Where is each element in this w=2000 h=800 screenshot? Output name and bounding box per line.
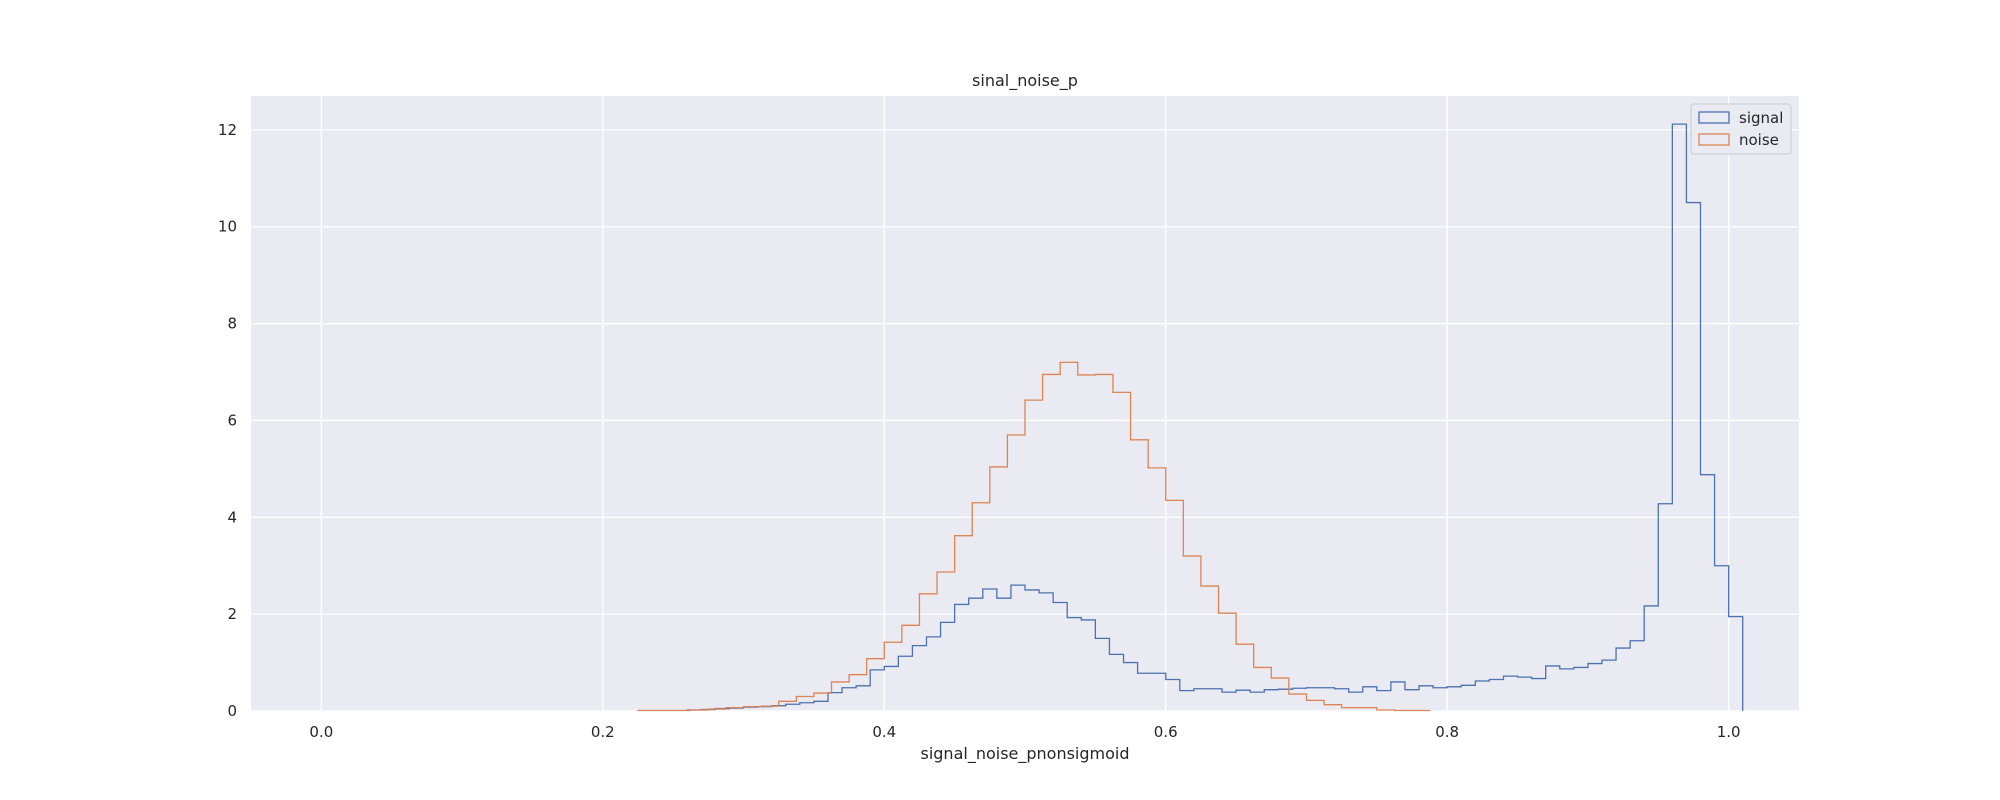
y-tick-label: 6	[227, 411, 237, 429]
x-tick-label: 0.6	[1154, 723, 1178, 741]
y-tick-label: 2	[227, 605, 237, 623]
y-tick-label: 8	[227, 315, 237, 333]
x-axis-label: signal_noise_pnonsigmoid	[920, 744, 1129, 764]
x-tick-label: 0.8	[1435, 723, 1459, 741]
series-layer	[637, 123, 1744, 712]
legend-label-signal: signal	[1739, 109, 1783, 127]
legend-swatch-signal	[1698, 111, 1730, 124]
x-tick-label: 0.4	[872, 723, 896, 741]
y-tick-label: 10	[218, 218, 237, 236]
legend: signal noise	[1690, 103, 1792, 155]
legend-swatch-noise	[1698, 133, 1730, 146]
legend-box	[1690, 103, 1792, 155]
y-tick-label: 12	[218, 121, 237, 139]
chart-title: sinal_noise_p	[972, 71, 1078, 91]
y-axis-ticks: 0 2 4 6 8 10 12	[218, 121, 237, 720]
series-noise-histogram	[637, 361, 1431, 712]
y-tick-label: 0	[227, 702, 237, 720]
x-tick-label: 0.2	[591, 723, 615, 741]
series-signal-histogram	[686, 123, 1744, 711]
x-axis-ticks: 0.0 0.2 0.4 0.6 0.8 1.0	[309, 723, 1740, 741]
x-tick-label: 0.0	[309, 723, 333, 741]
y-tick-label: 4	[227, 508, 237, 526]
legend-label-noise: noise	[1739, 131, 1779, 149]
x-tick-label: 1.0	[1717, 723, 1741, 741]
